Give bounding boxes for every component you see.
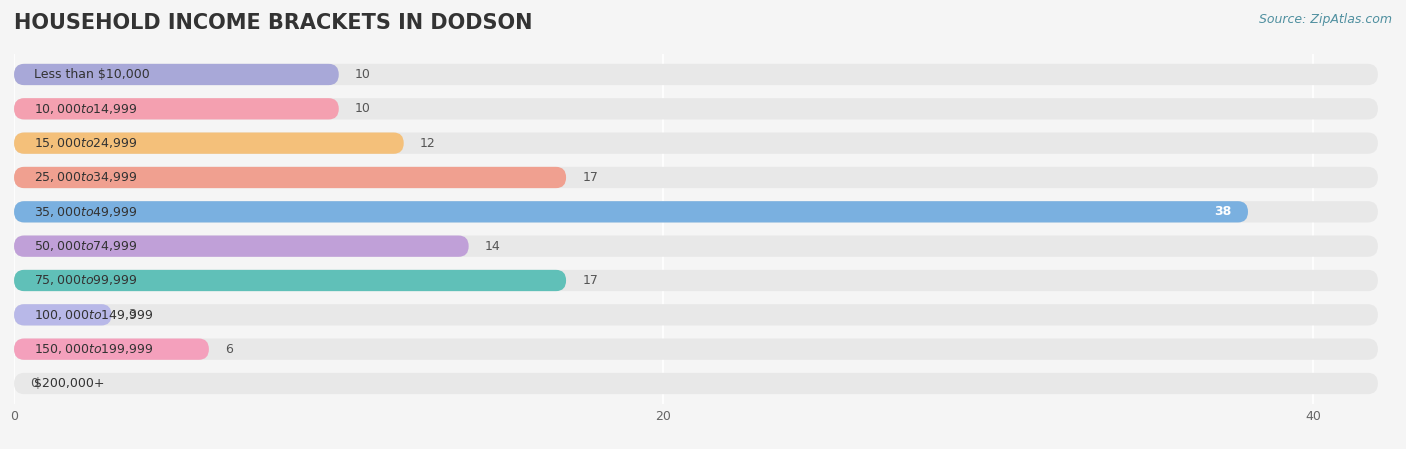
Text: Source: ZipAtlas.com: Source: ZipAtlas.com [1258, 13, 1392, 26]
FancyBboxPatch shape [14, 98, 1378, 119]
FancyBboxPatch shape [14, 339, 209, 360]
FancyBboxPatch shape [14, 132, 1378, 154]
Text: 6: 6 [225, 343, 233, 356]
FancyBboxPatch shape [14, 270, 567, 291]
Text: 38: 38 [1215, 205, 1232, 218]
Text: 3: 3 [128, 308, 135, 321]
Text: $15,000 to $24,999: $15,000 to $24,999 [34, 136, 136, 150]
FancyBboxPatch shape [14, 132, 404, 154]
FancyBboxPatch shape [14, 201, 1378, 222]
FancyBboxPatch shape [14, 98, 339, 119]
FancyBboxPatch shape [14, 304, 111, 326]
FancyBboxPatch shape [14, 236, 468, 257]
FancyBboxPatch shape [14, 236, 1378, 257]
Text: $50,000 to $74,999: $50,000 to $74,999 [34, 239, 136, 253]
Text: 10: 10 [354, 102, 371, 115]
FancyBboxPatch shape [14, 64, 1378, 85]
FancyBboxPatch shape [14, 304, 1378, 326]
Text: $25,000 to $34,999: $25,000 to $34,999 [34, 171, 136, 185]
Text: HOUSEHOLD INCOME BRACKETS IN DODSON: HOUSEHOLD INCOME BRACKETS IN DODSON [14, 13, 533, 34]
Text: 14: 14 [485, 240, 501, 253]
Text: 12: 12 [420, 136, 436, 150]
FancyBboxPatch shape [14, 270, 1378, 291]
Text: $100,000 to $149,999: $100,000 to $149,999 [34, 308, 153, 322]
FancyBboxPatch shape [14, 373, 1378, 394]
Text: 10: 10 [354, 68, 371, 81]
FancyBboxPatch shape [14, 167, 1378, 188]
Text: 17: 17 [582, 171, 598, 184]
FancyBboxPatch shape [14, 339, 1378, 360]
Text: $200,000+: $200,000+ [34, 377, 104, 390]
FancyBboxPatch shape [14, 201, 1249, 222]
Text: 0: 0 [31, 377, 38, 390]
FancyBboxPatch shape [14, 64, 339, 85]
Text: 17: 17 [582, 274, 598, 287]
FancyBboxPatch shape [14, 167, 567, 188]
Text: $150,000 to $199,999: $150,000 to $199,999 [34, 342, 153, 356]
Text: Less than $10,000: Less than $10,000 [34, 68, 149, 81]
Text: $10,000 to $14,999: $10,000 to $14,999 [34, 102, 136, 116]
Text: $35,000 to $49,999: $35,000 to $49,999 [34, 205, 136, 219]
Text: $75,000 to $99,999: $75,000 to $99,999 [34, 273, 136, 287]
